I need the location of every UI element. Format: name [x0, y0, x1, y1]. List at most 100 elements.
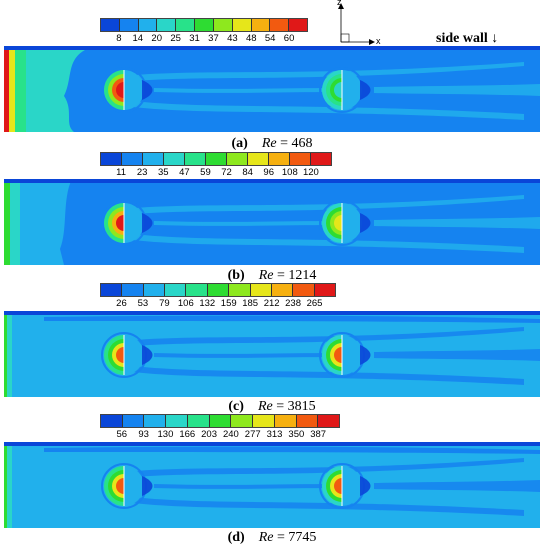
colorbar-swatch	[186, 284, 208, 296]
reynolds-symbol: Re	[261, 136, 277, 151]
colorbar-tick: 20	[151, 33, 163, 44]
panel-label: (a)	[231, 136, 248, 151]
colorbar-swatches	[100, 152, 332, 166]
cylinder-hot-side	[334, 215, 342, 231]
cylinder	[319, 463, 371, 509]
colorbar-tick: 23	[136, 167, 148, 178]
inlet-band	[4, 311, 7, 397]
colorbar-tick: 387	[310, 429, 327, 440]
colorbar-swatch	[318, 415, 340, 427]
colorbar-tick: 93	[138, 429, 149, 440]
colorbar-swatch	[138, 19, 158, 31]
colorbar-swatch	[101, 284, 123, 296]
colorbar-swatch	[248, 153, 269, 165]
caption-a: (a) Re = 468	[0, 136, 544, 152]
inlet-region	[4, 46, 94, 132]
colorbar-swatch	[101, 415, 123, 427]
colorbar-tick: 166	[179, 429, 196, 440]
wake-streak	[124, 62, 524, 82]
cylinder	[101, 463, 153, 509]
panel-label: (d)	[227, 530, 245, 545]
coordinate-axes: z x	[328, 0, 388, 50]
caption-c: (c) Re = 3815	[0, 399, 544, 415]
wake-streak	[374, 84, 540, 96]
colorbar-c: 26 53 79 106 132 159 185 212 238 265	[100, 283, 336, 310]
side-wall-band	[4, 179, 540, 183]
colorbar-tick: 79	[159, 298, 170, 309]
side-wall-label: side wall ↓	[436, 31, 499, 46]
axes-arrows	[338, 3, 375, 45]
side-wall-band	[4, 311, 540, 315]
colorbar-swatch	[122, 153, 143, 165]
cylinder-hot-side	[116, 82, 124, 98]
wake-streak	[374, 349, 540, 361]
colorbar-tick: 54	[264, 33, 276, 44]
colorbar-swatch	[166, 415, 188, 427]
colorbar-swatch	[271, 284, 294, 296]
colorbar-tick: 11	[116, 167, 127, 178]
colorbar-swatch	[311, 153, 331, 165]
wake-core	[142, 80, 153, 100]
wake-streak	[374, 217, 540, 229]
colorbar-swatch	[250, 284, 272, 296]
colorbar-ticks: 56 93 130 166 203 240 277 313 350 387	[100, 428, 340, 441]
colorbar-swatch	[119, 19, 139, 31]
reynolds-symbol: Re	[257, 399, 273, 414]
colorbar-ticks: 26 53 79 106 132 159 185 212 238 265	[100, 297, 336, 310]
colorbar-a: 8 14 20 25 31 37 43 48 54 60	[100, 18, 308, 45]
inlet-region	[4, 179, 72, 265]
colorbar-tick: 48	[245, 33, 257, 44]
colorbar-swatch	[253, 415, 275, 427]
reynolds-value: = 1214	[276, 268, 317, 283]
colorbar-tick: 130	[157, 429, 174, 440]
wake-streak	[124, 233, 524, 253]
colorbar-swatch	[229, 284, 251, 296]
wake-streak	[154, 353, 334, 358]
wake-streak	[124, 195, 524, 215]
colorbar-tick: 84	[242, 167, 253, 178]
inlet-band	[4, 179, 10, 265]
colorbar-swatches	[100, 283, 336, 297]
colorbar-swatch	[176, 19, 196, 31]
wake-streak	[124, 458, 524, 478]
wake-streak	[154, 88, 334, 93]
colorbar-tick: 8	[116, 33, 122, 44]
cylinder-hot-side	[334, 478, 342, 494]
colorbar-tick: 35	[157, 167, 169, 178]
cylinder-hot-side	[116, 478, 124, 494]
caption-b: (b) Re = 1214	[0, 268, 544, 284]
wake-core	[142, 213, 153, 233]
colorbar-b: 11 23 35 47 59 72 84 96 108 120	[100, 152, 332, 179]
wake-streak	[124, 100, 524, 120]
wake-streak	[124, 327, 524, 347]
caption-d: (d) Re = 7745	[0, 530, 544, 546]
z-axis-label: z	[337, 0, 342, 7]
colorbar-swatch	[122, 415, 145, 427]
colorbar-tick: 72	[221, 167, 232, 178]
colorbar-tick: 120	[302, 167, 319, 178]
colorbar-d: 56 93 130 166 203 240 277 313 350 387	[100, 414, 340, 441]
inlet-band	[4, 442, 7, 528]
colorbar-swatch	[122, 284, 144, 296]
colorbar-swatch	[143, 284, 166, 296]
wake-core	[360, 476, 371, 496]
colorbar-swatch	[289, 19, 307, 31]
contour-panel-b	[4, 179, 540, 265]
contour-field	[4, 179, 540, 265]
cylinder	[101, 67, 153, 113]
contour-field	[4, 311, 540, 397]
colorbar-tick: 277	[244, 429, 261, 440]
colorbar-swatch	[293, 284, 315, 296]
cylinder-hot-side	[334, 347, 342, 363]
wake-core	[360, 213, 371, 233]
panel-label: (b)	[227, 268, 245, 283]
reynolds-symbol: Re	[258, 530, 274, 545]
side-wall-band	[4, 442, 540, 446]
colorbar-ticks: 11 23 35 47 59 72 84 96 108 120	[100, 166, 332, 179]
wake-streak	[124, 365, 524, 385]
colorbar-tick: 96	[263, 167, 275, 178]
reynolds-value: = 7745	[276, 530, 317, 545]
colorbar-ticks: 8 14 20 25 31 37 43 48 54 60	[100, 32, 308, 45]
reynolds-value: = 3815	[276, 399, 316, 414]
colorbar-swatch	[101, 19, 120, 31]
